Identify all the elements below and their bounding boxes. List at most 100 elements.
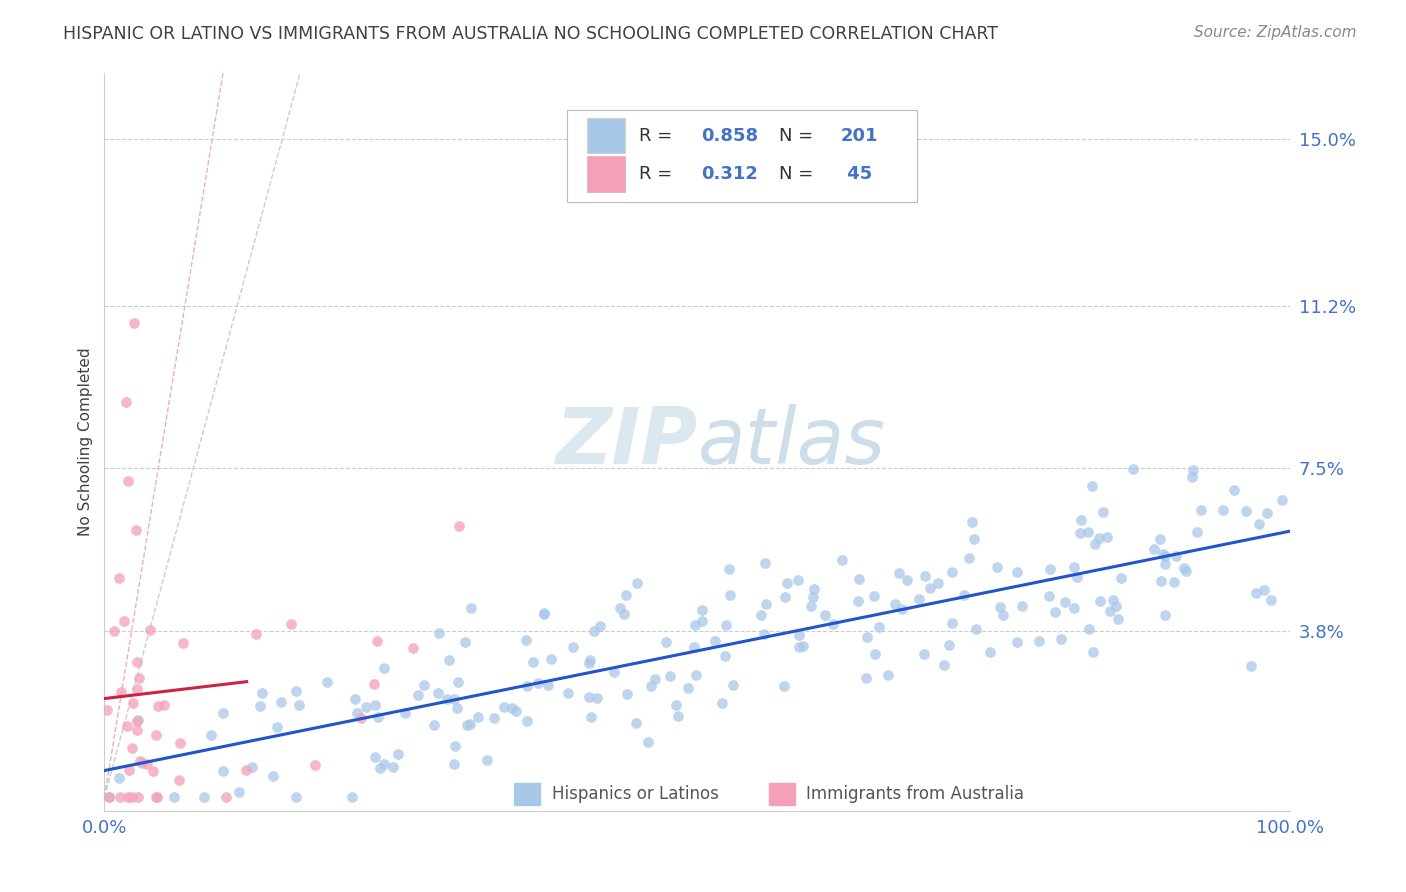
Point (932, 657, 955, 672)
Point (145, 790, 167, 805)
Point (704, 634, 727, 648)
Point (266, 720, 288, 734)
Point (402, 640, 425, 655)
Point (118, 763, 141, 777)
Point (1077, 622, 1099, 636)
Point (460, 601, 482, 615)
Point (718, 588, 741, 602)
Point (883, 598, 905, 612)
Point (1088, 594, 1111, 608)
Point (721, 678, 744, 692)
Point (436, 691, 458, 706)
Point (249, 698, 271, 713)
Point (920, 582, 942, 596)
Point (193, 790, 215, 805)
Point (121, 740, 143, 755)
Text: N =: N = (779, 127, 820, 145)
Point (250, 686, 273, 700)
Point (284, 684, 307, 698)
Point (501, 701, 523, 715)
Point (1256, 506, 1278, 520)
Point (343, 691, 366, 706)
Point (142, 764, 165, 778)
Point (1181, 470, 1204, 484)
Point (1066, 570, 1088, 584)
Point (315, 674, 337, 689)
Point (1122, 462, 1144, 476)
Point (1050, 632, 1073, 646)
Text: 0.312: 0.312 (702, 165, 758, 183)
Point (666, 709, 689, 723)
Point (583, 624, 606, 638)
Point (122, 316, 145, 330)
Point (127, 714, 149, 728)
Point (1143, 542, 1166, 557)
Point (1081, 645, 1104, 659)
Text: ZIP: ZIP (555, 404, 697, 480)
Point (406, 688, 429, 702)
Point (616, 687, 638, 701)
Point (1150, 574, 1173, 589)
Point (128, 754, 150, 768)
Point (1212, 503, 1234, 517)
Point (117, 475, 139, 489)
Point (288, 698, 311, 712)
Point (423, 718, 446, 732)
Point (131, 756, 153, 771)
Point (896, 573, 918, 587)
Point (262, 769, 284, 783)
Point (515, 714, 537, 728)
Point (953, 588, 976, 602)
Point (458, 716, 481, 731)
Point (1152, 547, 1174, 561)
Point (373, 660, 395, 674)
Text: Immigrants from Australia: Immigrants from Australia (807, 785, 1025, 804)
Point (125, 723, 148, 738)
Point (1181, 463, 1204, 477)
Text: HISPANIC OR LATINO VS IMMIGRANTS FROM AUSTRALIA NO SCHOOLING COMPLETED CORRELATI: HISPANIC OR LATINO VS IMMIGRANTS FROM AU… (63, 25, 998, 43)
Point (97, 790, 120, 805)
Point (1038, 589, 1060, 603)
Point (1063, 559, 1085, 574)
Point (169, 736, 191, 750)
Point (749, 607, 772, 622)
Point (381, 760, 404, 774)
Point (1005, 635, 1028, 649)
Point (443, 756, 465, 771)
Text: Hispanics or Latinos: Hispanics or Latinos (551, 785, 718, 804)
Point (609, 601, 631, 615)
Point (891, 602, 914, 616)
FancyBboxPatch shape (567, 110, 917, 202)
Point (856, 630, 879, 644)
Point (122, 697, 145, 711)
Point (127, 790, 149, 805)
Point (427, 626, 450, 640)
Point (1088, 531, 1111, 545)
Point (167, 772, 190, 787)
Point (1189, 503, 1212, 517)
Point (117, 790, 139, 805)
Point (754, 627, 776, 641)
Point (346, 706, 368, 720)
Point (245, 627, 267, 641)
Point (991, 608, 1014, 623)
Point (1095, 530, 1118, 544)
Point (373, 757, 395, 772)
Point (659, 669, 682, 683)
Point (799, 599, 821, 613)
Point (1164, 549, 1187, 564)
Point (848, 572, 870, 586)
Point (821, 616, 844, 631)
Point (626, 576, 648, 591)
Text: 45: 45 (841, 165, 872, 183)
Point (110, 684, 132, 698)
Point (1174, 564, 1197, 578)
Point (1063, 601, 1085, 615)
Point (212, 764, 235, 779)
Point (1244, 586, 1267, 600)
Point (1154, 557, 1177, 571)
Point (537, 678, 560, 692)
Point (1149, 533, 1171, 547)
Point (665, 698, 688, 713)
Point (685, 668, 707, 682)
